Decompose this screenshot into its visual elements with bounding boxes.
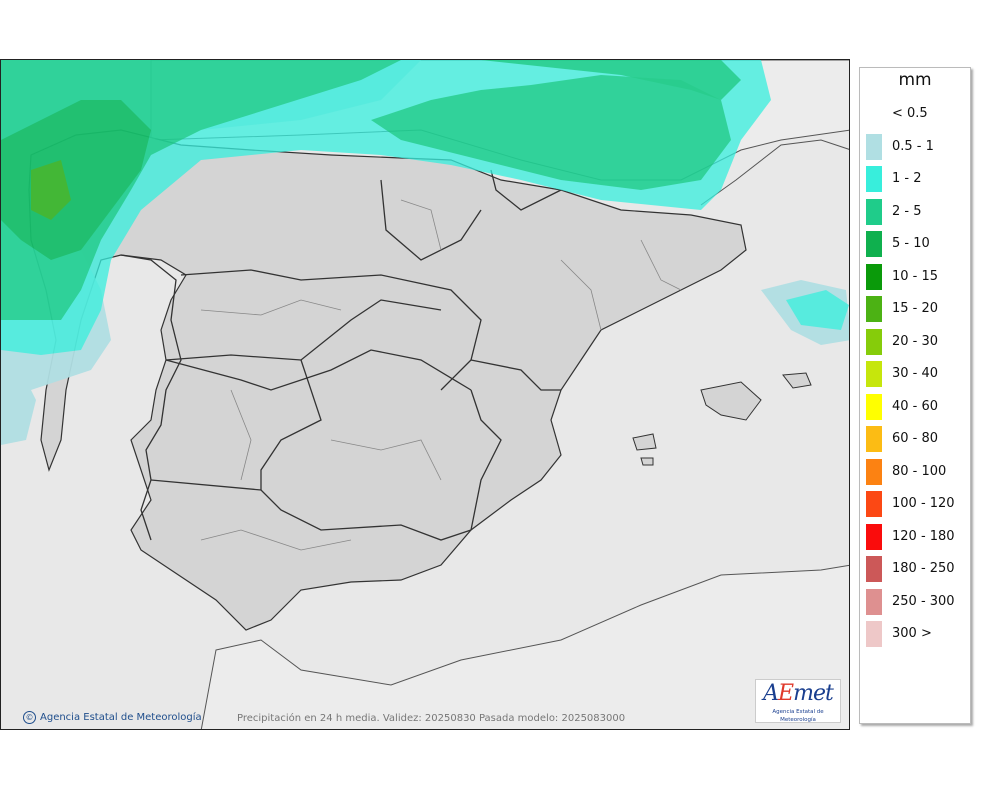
legend-label: 0.5 - 1 bbox=[892, 138, 934, 154]
legend-item: 300 > bbox=[864, 618, 968, 647]
precipitation-map[interactable]: © Agencia Estatal de Meteorología Precip… bbox=[0, 59, 850, 730]
province-borders bbox=[200, 199, 682, 551]
legend-unit: mm bbox=[898, 70, 932, 90]
legend-label: 20 - 30 bbox=[892, 333, 939, 349]
legend-swatch bbox=[866, 458, 882, 485]
legend-item: 180 - 250 bbox=[864, 553, 968, 582]
legend-item: 30 - 40 bbox=[864, 358, 968, 387]
legend-swatch bbox=[866, 426, 882, 452]
legend-swatch bbox=[866, 166, 882, 192]
legend-item: 2 - 5 bbox=[864, 196, 968, 225]
legend-item: 20 - 30 bbox=[864, 326, 968, 355]
credit-label: Agencia Estatal de Meteorología bbox=[40, 712, 202, 723]
legend-item: 120 - 180 bbox=[864, 521, 968, 550]
legend-swatch bbox=[866, 231, 882, 257]
legend-label: 2 - 5 bbox=[892, 203, 922, 219]
legend-swatch bbox=[866, 588, 882, 615]
legend-label: 100 - 120 bbox=[892, 496, 955, 511]
legend-label: 60 - 80 bbox=[892, 431, 939, 446]
legend-swatch bbox=[866, 393, 882, 420]
legend-item: < 0.5 bbox=[864, 98, 968, 127]
legend-item: 60 - 80 bbox=[864, 423, 968, 452]
legend-swatch bbox=[866, 491, 882, 517]
map-canvas bbox=[1, 60, 849, 729]
legend-label: 30 - 40 bbox=[892, 366, 939, 381]
legend-swatch bbox=[866, 133, 882, 160]
africa-land bbox=[200, 564, 849, 729]
legend-label: 15 - 20 bbox=[892, 301, 939, 316]
legend-label: < 0.5 bbox=[892, 106, 928, 121]
legend-swatch bbox=[866, 361, 882, 387]
credit-text: © Agencia Estatal de Meteorología bbox=[23, 711, 202, 724]
legend-panel: mm < 0.5 0.5 - 1 1 - 2 2 - 5 5 - 10 10 - 15 15… bbox=[859, 67, 971, 724]
copyright-icon: © bbox=[23, 711, 36, 724]
legend-swatch bbox=[866, 556, 882, 582]
legend-swatch bbox=[866, 296, 882, 322]
legend-label: 250 - 300 bbox=[892, 593, 955, 609]
legend-label: 120 - 180 bbox=[892, 528, 955, 544]
legend-swatch bbox=[866, 198, 882, 225]
menorca bbox=[782, 372, 812, 389]
legend-label: 300 > bbox=[892, 626, 932, 641]
mallorca bbox=[700, 381, 762, 421]
legend-item: 100 - 120 bbox=[864, 488, 968, 517]
legend-label: 10 - 15 bbox=[892, 268, 939, 284]
legend-item: 250 - 300 bbox=[864, 586, 968, 615]
legend-item: 0.5 - 1 bbox=[864, 131, 968, 160]
precipitation-layer bbox=[1, 60, 849, 445]
legend-item: 10 - 15 bbox=[864, 261, 968, 290]
legend-label: 180 - 250 bbox=[892, 561, 955, 576]
region-borders bbox=[150, 169, 562, 541]
legend-item: 15 - 20 bbox=[864, 293, 968, 322]
legend-label: 5 - 10 bbox=[892, 236, 930, 251]
aemet-logo: AEmet Agencia Estatal de Meteorología bbox=[755, 679, 841, 723]
legend-item: 5 - 10 bbox=[864, 228, 968, 257]
map-caption: Precipitación en 24 h media. Validez: 20… bbox=[237, 713, 626, 724]
legend-label: 1 - 2 bbox=[892, 171, 922, 186]
legend-swatch bbox=[866, 621, 882, 647]
ibiza bbox=[632, 433, 657, 451]
legend-swatch bbox=[866, 263, 882, 290]
legend-item: 80 - 100 bbox=[864, 456, 968, 485]
formentera bbox=[640, 457, 654, 466]
legend-item: 40 - 60 bbox=[864, 391, 968, 420]
legend-item: 1 - 2 bbox=[864, 163, 968, 192]
legend-swatch bbox=[866, 523, 882, 550]
legend-swatch bbox=[866, 101, 882, 127]
legend-label: 40 - 60 bbox=[892, 398, 939, 414]
legend-swatch bbox=[866, 328, 882, 355]
legend-label: 80 - 100 bbox=[892, 463, 947, 479]
